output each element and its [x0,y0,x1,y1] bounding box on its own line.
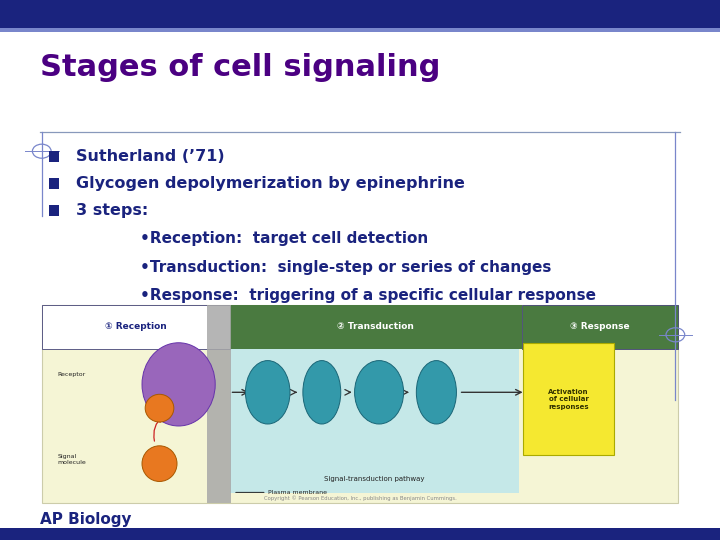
Text: •Transduction:  single-step or series of changes: •Transduction: single-step or series of … [140,260,552,275]
Text: Stages of cell signaling: Stages of cell signaling [40,53,440,82]
Text: Signal
molecule: Signal molecule [58,454,86,465]
Bar [230,349,519,494]
Ellipse shape [145,394,174,422]
Ellipse shape [303,361,341,424]
Text: Copyright © Pearson Education, Inc., publishing as Benjamin Cummings.: Copyright © Pearson Education, Inc., pub… [264,496,456,501]
Bar [522,305,678,349]
Text: Activation
of cellular
responses: Activation of cellular responses [548,389,589,410]
FancyBboxPatch shape [523,343,613,455]
Bar [0,0,720,28]
Text: Sutherland (’71): Sutherland (’71) [76,149,224,164]
Text: CYTOPLASM: CYTOPLASM [233,309,276,314]
Text: •Response:  triggering of a specific cellular response: •Response: triggering of a specific cell… [140,288,596,303]
Bar [49,178,59,189]
Ellipse shape [246,361,290,424]
Text: Receptor: Receptor [58,372,86,377]
Ellipse shape [416,361,456,424]
Bar [207,305,231,503]
Text: AP Biology: AP Biology [40,512,131,527]
Text: Glycogen depolymerization by epinephrine: Glycogen depolymerization by epinephrine [76,176,464,191]
Bar [49,205,59,216]
Text: Signal-transduction pathway: Signal-transduction pathway [324,476,425,483]
Text: 3 steps:: 3 steps: [76,203,148,218]
Text: Plasma membrane: Plasma membrane [269,490,327,495]
Text: •Reception:  target cell detection: •Reception: target cell detection [140,231,428,246]
Ellipse shape [354,361,404,424]
Text: ② Transduction: ② Transduction [338,322,414,332]
Ellipse shape [142,446,177,482]
Bar [49,151,59,162]
Bar [42,305,678,503]
Bar [42,305,230,349]
Bar [230,305,522,349]
Bar [0,28,720,32]
Text: EXTRACELLULAR
FLUID: EXTRACELLULAR FLUID [45,309,103,320]
Text: ① Reception: ① Reception [105,322,166,332]
Text: ③ Response: ③ Response [570,322,630,332]
Bar [0,528,720,540]
Ellipse shape [142,343,215,426]
